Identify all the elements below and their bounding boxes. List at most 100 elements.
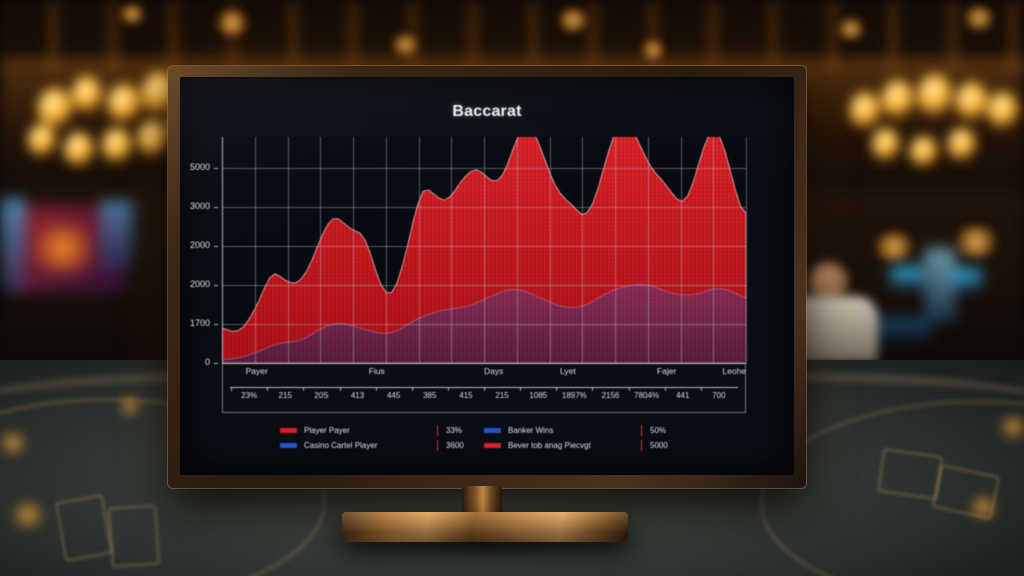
x-axis-tick-mark <box>231 387 233 391</box>
legend-swatch-icon <box>280 428 297 433</box>
x-axis-tick-mark <box>375 387 377 391</box>
background-gaming-screen <box>30 224 96 272</box>
chart-legend: Player Payer 33% Casino Cartel Player 3600 … <box>280 421 688 455</box>
y-axis-ticks: 5000 3000 2000 2000 1700 0 <box>180 137 218 367</box>
x-axis-value-label: 441 <box>676 391 690 400</box>
table-edge-light <box>116 396 144 416</box>
background-gaming-screen <box>948 268 982 290</box>
legend-item[interactable]: Casino Cartel Player 3600 <box>280 440 484 452</box>
x-axis-tick-mark <box>411 387 413 391</box>
chandelier-right <box>838 56 1024 186</box>
x-axis-group-labels: Payer Fius Days Lyet Fajer Leohe <box>222 366 746 382</box>
y-axis-tick-mark <box>214 324 218 326</box>
gridline-vertical <box>254 137 256 363</box>
ceiling-light-bokeh <box>836 18 866 40</box>
x-axis-group-label: Payer <box>245 366 268 376</box>
table-edge-light <box>8 500 48 530</box>
background-gaming-screen <box>890 266 926 288</box>
background-gaming-screen <box>100 200 134 270</box>
x-axis-value-label: 215 <box>495 391 509 400</box>
x-axis-value-label: 1897% <box>561 391 587 400</box>
x-axis-tick-mark <box>592 387 594 391</box>
monitor-screen[interactable]: Baccarat 5000 3000 2000 2000 1700 0 <box>180 77 794 475</box>
x-axis-value-labels: 23% 215 20S 413 445 385 415 215 1085 1897% 2156 780… <box>222 387 746 407</box>
gridline-vertical <box>549 137 551 363</box>
x-axis-value-label: 445 <box>386 391 401 400</box>
x-axis-value-label: 700 <box>712 391 726 400</box>
x-axis-group-label: Days <box>484 366 504 376</box>
gridline-horizontal <box>222 246 746 248</box>
x-axis-group-label: Leohe <box>722 366 747 376</box>
x-axis-group-label: Lyet <box>559 366 576 376</box>
legend-column-right: Banker Wins 50% Bever tob anag Piecvgt 5000 <box>484 421 688 455</box>
x-axis-tick-mark <box>484 387 486 391</box>
gridline-vertical <box>713 137 715 363</box>
ceiling-light-bokeh <box>556 8 590 32</box>
x-axis-tick-mark <box>303 387 305 391</box>
x-axis-value-label: 413 <box>350 391 365 400</box>
legend-label: Bever tob anag Piecvgt <box>508 441 591 450</box>
gridline-vertical <box>582 137 584 363</box>
y-axis-tick-mark <box>214 285 218 287</box>
x-axis-group-label: Fius <box>368 366 385 376</box>
x-axis-value-label: 2156 <box>601 391 620 400</box>
legend-column-left: Player Payer 33% Casino Cartel Player 3600 <box>280 421 484 455</box>
background-gaming-screen <box>0 198 26 294</box>
legend-value: 50% <box>650 426 667 435</box>
gridline-vertical <box>353 137 354 363</box>
y-axis-tick-label: 3000 <box>189 201 210 212</box>
gridline-horizontal <box>222 324 746 326</box>
y-axis-tick-mark <box>214 168 218 170</box>
ceiling-light-bokeh <box>962 6 996 30</box>
gridline-horizontal <box>222 168 746 170</box>
baccarat-chart: Baccarat 5000 3000 2000 2000 1700 0 <box>180 77 794 475</box>
x-axis-tick-mark <box>447 387 449 391</box>
x-axis-tick-mark <box>339 387 341 391</box>
gridline-vertical <box>385 137 387 363</box>
y-axis-tick-label: 5000 <box>189 162 210 173</box>
x-axis-tick-mark <box>628 387 630 391</box>
x-axis-tick-mark <box>664 387 666 391</box>
betting-spot <box>877 448 943 500</box>
gridline-vertical <box>484 137 485 363</box>
legend-swatch-icon <box>280 443 297 448</box>
legend-item[interactable]: Banker Wins 50% <box>484 425 688 437</box>
gridline-vertical <box>647 137 649 363</box>
plot-area <box>222 137 747 364</box>
ceiling-light-bokeh <box>118 4 146 24</box>
y-axis-tick-label: 1700 <box>189 318 210 329</box>
legend-divider <box>641 425 642 436</box>
gridline-vertical <box>746 137 747 363</box>
gridline-vertical <box>418 137 420 363</box>
betting-spot <box>55 494 113 562</box>
x-axis-tick-mark <box>267 387 269 391</box>
monitor-stand-shadow <box>250 534 730 556</box>
y-axis-tick-label: 0 <box>204 357 210 367</box>
background-gaming-screen <box>924 248 956 322</box>
legend-label: Casino Cartel Player <box>304 441 378 450</box>
legend-swatch-icon <box>484 443 501 448</box>
legend-divider <box>437 425 438 436</box>
display-monitor[interactable]: Baccarat 5000 3000 2000 2000 1700 0 <box>168 66 806 488</box>
y-axis-tick-label: 2000 <box>189 240 210 251</box>
chart-title: Baccarat <box>452 103 522 120</box>
y-axis-tick-mark <box>214 246 218 248</box>
x-axis-value-label: 385 <box>423 391 437 400</box>
x-axis-tick-mark <box>556 387 558 391</box>
gridline-vertical <box>451 137 453 363</box>
pendant-lamp <box>952 226 1000 258</box>
betting-spot <box>107 504 161 568</box>
dealer-silhouette <box>808 262 848 302</box>
y-axis-tick-mark <box>214 363 218 364</box>
x-axis-value-label: 23% <box>241 391 258 400</box>
legend-item[interactable]: Player Payer 33% <box>280 425 484 437</box>
legend-label: Banker Wins <box>508 426 554 435</box>
x-axis-tick-mark <box>520 387 522 391</box>
legend-value: 5000 <box>650 441 668 450</box>
ceiling-light-bokeh <box>214 10 250 36</box>
chandelier-left <box>10 58 200 188</box>
legend-item[interactable]: Bever tob anag Piecvgt 5000 <box>484 440 688 452</box>
y-axis-tick-mark <box>214 207 218 209</box>
x-axis-value-label: 7804% <box>634 391 660 400</box>
